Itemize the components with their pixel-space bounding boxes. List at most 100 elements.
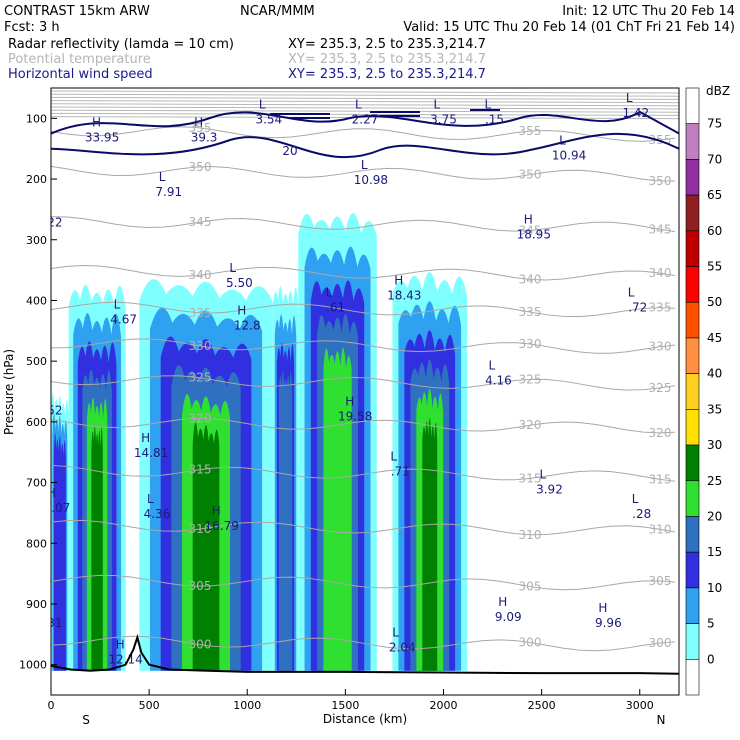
- y-tick-label: 500: [26, 355, 47, 368]
- y-tick-label: 100: [26, 112, 47, 125]
- hl-marker: H: [47, 486, 56, 500]
- hl-value: 33.95: [85, 130, 119, 144]
- hl-marker: H: [194, 115, 203, 129]
- reflectivity-band: [91, 425, 103, 671]
- hl-marker: L: [626, 91, 633, 105]
- hl-marker: H: [116, 638, 125, 652]
- hl-marker: L: [539, 468, 546, 482]
- colorbar-swatch: [685, 87, 700, 125]
- field-theta-name: Potential temperature: [8, 52, 151, 67]
- hl-marker: H: [237, 304, 246, 318]
- hl-value: 18.43: [387, 288, 421, 302]
- hl-value: 39.3: [191, 130, 218, 144]
- x-end-label-south: S: [82, 713, 90, 727]
- colorbar-swatch: [685, 658, 700, 696]
- colorbar-level-label: 55: [707, 260, 722, 274]
- hl-marker: L: [392, 625, 399, 639]
- y-tick-label: 1000: [19, 659, 47, 672]
- theta-contour-label: 305: [519, 580, 542, 594]
- theta-contour-label: 330: [519, 337, 542, 351]
- theta-contour-label: 325: [649, 381, 672, 395]
- terrain-line: [51, 633, 679, 675]
- y-axis-label: Pressure (hPa): [2, 349, 16, 435]
- reflectivity-band: [422, 417, 438, 671]
- theta-contour-line: [51, 264, 676, 281]
- colorbar-level-label: 60: [707, 224, 722, 238]
- theta-contour-line: [51, 165, 676, 182]
- theta-contour-line: [51, 338, 676, 354]
- x-tick-label: 2000: [430, 699, 458, 712]
- theta-contour-label: 330: [649, 340, 672, 354]
- header-init: Init: 12 UTC Thu 20 Feb 14: [562, 4, 735, 19]
- theta-contour-line: [51, 112, 679, 116]
- x-axis-label: Distance (km): [323, 712, 407, 726]
- wind-contours: 20: [51, 109, 679, 159]
- colorbar-level-label: 35: [707, 402, 722, 416]
- colorbar-swatch: [685, 373, 700, 410]
- colorbar-level-label: 75: [707, 117, 722, 131]
- theta-contour-line: [51, 375, 676, 391]
- theta-contour-label: 325: [519, 372, 542, 386]
- hl-value: 9.09: [495, 610, 522, 624]
- reflectivity-layer: [51, 212, 468, 671]
- header-center: NCAR/MMM: [240, 4, 315, 19]
- hl-value: 4.67: [110, 313, 137, 327]
- field-reflectivity-name: Radar reflectivity (lamda = 10 cm): [8, 37, 234, 52]
- theta-contour-line: [51, 90, 679, 94]
- x-tick-label: 2500: [528, 699, 556, 712]
- hl-value: .71: [391, 464, 410, 478]
- colorbar-level-label: 65: [707, 188, 722, 202]
- colorbar-swatch: [685, 551, 700, 589]
- theta-contour-label: 320: [189, 411, 212, 425]
- theta-contour-label: 315: [519, 471, 542, 485]
- colorbar-unit: dBZ: [706, 84, 730, 98]
- theta-contour-line: [51, 417, 676, 434]
- hl-value: 14.81: [134, 446, 168, 460]
- colorbar-level-label: 40: [707, 367, 722, 381]
- colorbar-swatch: [685, 337, 700, 374]
- colorbar-level-label: 5: [707, 617, 715, 631]
- theta-contour-label: 345: [649, 222, 672, 236]
- theta-contour-label: 315: [649, 472, 672, 486]
- x-tick-label: 500: [139, 699, 160, 712]
- hl-marker: L: [485, 97, 492, 111]
- hl-value: 1.42: [622, 106, 649, 120]
- hl-marker: L: [390, 449, 397, 463]
- axes: 0 500 1000 1500 2000 2500 3000 100 200 300 400 500 6…: [19, 112, 654, 712]
- colorbar-level-label: 70: [707, 152, 722, 166]
- hl-marker: H: [598, 601, 607, 615]
- y-tick-label: 300: [26, 234, 47, 247]
- hl-marker: L: [159, 170, 166, 184]
- theta-contour-line: [51, 216, 676, 233]
- theta-contour-label: 305: [189, 579, 212, 593]
- hl-value: 3.75: [430, 112, 457, 126]
- x-tick-label: 0: [48, 699, 55, 712]
- theta-contour-label: 300: [519, 635, 542, 649]
- colorbar-level-label: 20: [707, 509, 722, 523]
- theta-contour-label: 320: [649, 426, 672, 440]
- colorbar-swatch: [685, 587, 700, 624]
- hl-value: 3.92: [536, 483, 563, 497]
- hl-value: 52: [47, 404, 62, 418]
- colorbar-swatch: [685, 123, 700, 160]
- colorbar-level-label: 45: [707, 331, 722, 345]
- theta-contour-line: [51, 96, 679, 100]
- theta-contour-label: 335: [189, 306, 212, 320]
- wind-contour-line: [51, 132, 679, 159]
- theta-contour-label: 300: [649, 636, 672, 650]
- theta-contour-line: [51, 301, 676, 318]
- hl-marker: L: [628, 285, 635, 299]
- hl-marker: L: [259, 97, 266, 111]
- wind-contour-line: [51, 110, 679, 135]
- hl-value: 3.07: [44, 501, 71, 515]
- hl-value: 18.95: [517, 228, 551, 242]
- colorbar-swatch: [685, 516, 700, 553]
- theta-contour-label: 345: [189, 215, 212, 229]
- colorbar-swatch: [685, 301, 700, 339]
- hl-value: .61: [326, 300, 345, 314]
- hl-value: 4.36: [144, 507, 171, 521]
- theta-contour-label: 300: [189, 638, 212, 652]
- theta-contour-line: [51, 519, 676, 536]
- theta-contour-label: 340: [519, 272, 542, 286]
